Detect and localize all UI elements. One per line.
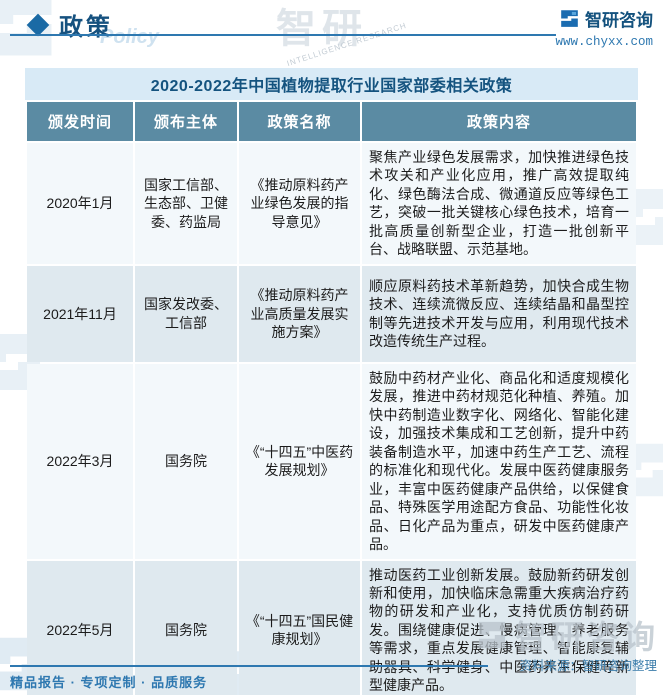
section-header: 政策 xyxy=(26,7,113,42)
cell-policy-name: 《推动原料药产业绿色发展的指导意见》 xyxy=(239,143,360,264)
footer-services: 精品报告 · 专项定制 · 品质服务 xyxy=(10,675,208,690)
cell-issuer: 国务院 xyxy=(135,363,237,559)
cell-time: 2021年11月 xyxy=(27,265,133,362)
table-row: 2021年11月 国家发改委、工信部 《推动原料药产业高质量发展实施方案》 顺应… xyxy=(27,265,636,362)
cell-policy-content: 顺应原料药技术革新趋势，加快合成生物技术、连续流微反应、连续结晶和晶型控制等先进… xyxy=(362,265,636,362)
cell-policy-name: 《“十四五”国民健康规划》 xyxy=(239,560,360,695)
brand-url-link[interactable]: www.chyxx.com xyxy=(555,35,653,49)
cell-policy-name: 《推动原料药产业高质量发展实施方案》 xyxy=(239,265,360,362)
table-row: 2022年5月 国务院 《“十四五”国民健康规划》 推动医药工业创新发展。鼓励新… xyxy=(27,560,636,695)
cell-policy-content: 聚焦产业绿色发展需求，加快推进绿色技术攻关和产业化应用，推广高效提取纯化、绿色酶… xyxy=(362,143,636,264)
table-row: 2020年1月 国家工信部、生态部、卫健委、药监局 《推动原料药产业绿色发展的指… xyxy=(27,143,636,264)
diamond-bullet-icon xyxy=(26,13,50,36)
footer-divider xyxy=(10,665,488,667)
brand-name: 智研咨询 xyxy=(585,11,653,30)
brand-logo-icon xyxy=(560,9,579,28)
column-header-policy-content: 政策内容 xyxy=(362,102,636,141)
column-header-time: 颁发时间 xyxy=(27,102,133,141)
header-divider xyxy=(10,34,556,36)
cell-issuer: 国家发改委、工信部 xyxy=(135,265,237,362)
section-title: 政策 xyxy=(59,15,113,41)
cell-time: 2020年1月 xyxy=(27,143,133,264)
cell-policy-name: 《“十四五”中医药发展规划》 xyxy=(239,363,360,559)
cell-policy-content: 推动医药工业创新发展。鼓励新药研发创新和使用，加快临床急需重大疾病治疗药物的研发… xyxy=(362,560,636,695)
policy-table: 颁发时间 颁布主体 政策名称 政策内容 2020年1月 国家工信部、生态部、卫健… xyxy=(25,100,638,695)
column-header-policy-name: 政策名称 xyxy=(239,102,360,141)
table-header-row: 颁发时间 颁布主体 政策名称 政策内容 xyxy=(27,102,636,141)
cell-time: 2022年5月 xyxy=(27,560,133,695)
cell-time: 2022年3月 xyxy=(27,363,133,559)
footer-source: 资料来源：智研咨询整理 xyxy=(519,659,657,673)
brand-block: 智研咨询 www.chyxx.com xyxy=(555,6,653,49)
watermark-brand-short: 智研 xyxy=(276,7,368,51)
column-header-issuer: 颁布主体 xyxy=(135,102,237,141)
policy-table-section: 2020-2022年中国植物提取行业国家部委相关政策 颁发时间 颁布主体 政策名… xyxy=(25,68,638,695)
table-title: 2020-2022年中国植物提取行业国家部委相关政策 xyxy=(25,68,638,100)
watermark-intelligence-text: INTELLIGENCE RESEARCH xyxy=(285,20,408,69)
table-row: 2022年3月 国务院 《“十四五”中医药发展规划》 鼓励中药材产业化、商品化和… xyxy=(27,363,636,559)
cell-policy-content: 鼓励中药材产业化、商品化和适度规模化发展，推进中药材规范化种植、养殖。加快中药制… xyxy=(362,363,636,559)
cell-issuer: 国务院 xyxy=(135,560,237,695)
cell-issuer: 国家工信部、生态部、卫健委、药监局 xyxy=(135,143,237,264)
